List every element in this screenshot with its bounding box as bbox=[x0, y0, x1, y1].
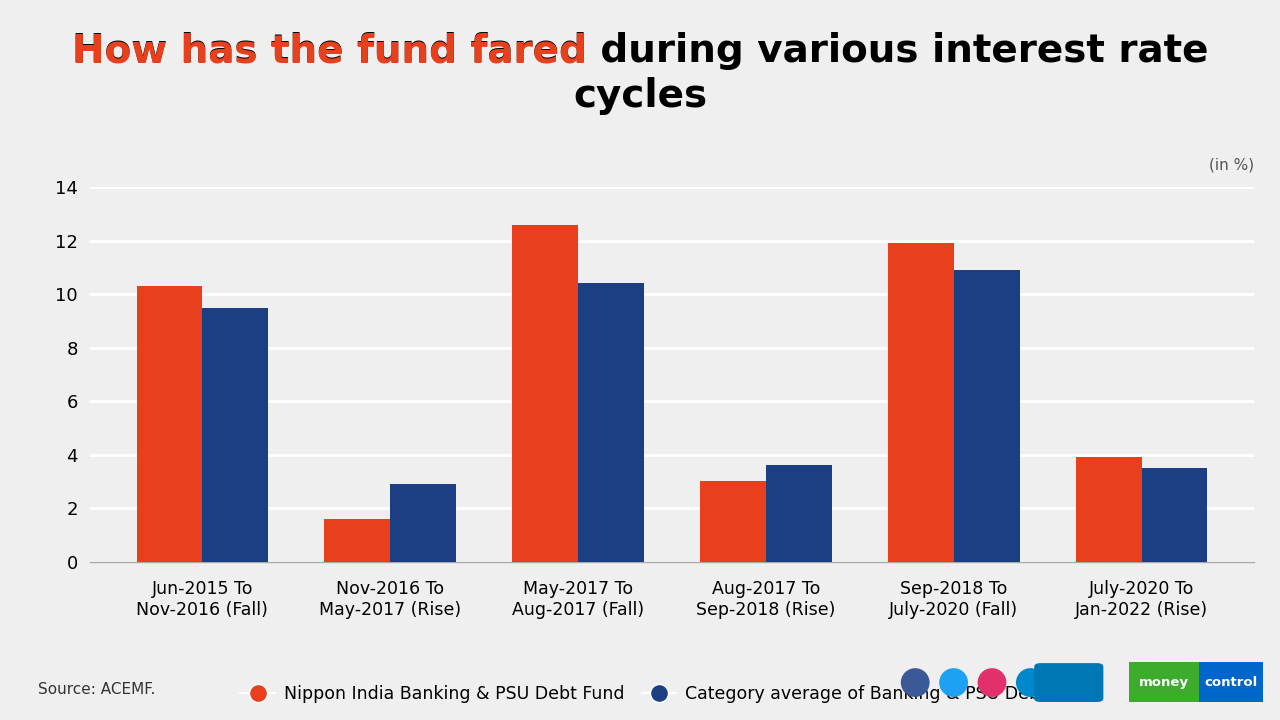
Bar bbox=[1142, 468, 1207, 562]
Bar bbox=[137, 286, 202, 562]
Text: money: money bbox=[1139, 675, 1189, 689]
Text: (in %): (in %) bbox=[1210, 157, 1254, 172]
Bar bbox=[512, 225, 579, 562]
Bar bbox=[765, 465, 832, 562]
Bar bbox=[202, 307, 268, 562]
Bar bbox=[324, 519, 390, 562]
Bar bbox=[888, 243, 954, 562]
Text: Source: ACEMF.: Source: ACEMF. bbox=[38, 682, 156, 697]
Legend: Nippon India Banking & PSU Debt Fund, Category average of Banking & PSU Debt Fun: Nippon India Banking & PSU Debt Fund, Ca… bbox=[233, 678, 1111, 710]
Text: cycles: cycles bbox=[573, 77, 707, 115]
Text: How has the fund fared: How has the fund fared bbox=[72, 32, 600, 71]
Text: How has the fund fared during various interest rate: How has the fund fared during various in… bbox=[72, 32, 1208, 71]
Bar bbox=[390, 484, 456, 562]
Text: control: control bbox=[1204, 675, 1258, 689]
Bar bbox=[700, 482, 765, 562]
Bar bbox=[954, 270, 1020, 562]
Bar bbox=[1076, 457, 1142, 562]
Bar bbox=[579, 284, 644, 562]
